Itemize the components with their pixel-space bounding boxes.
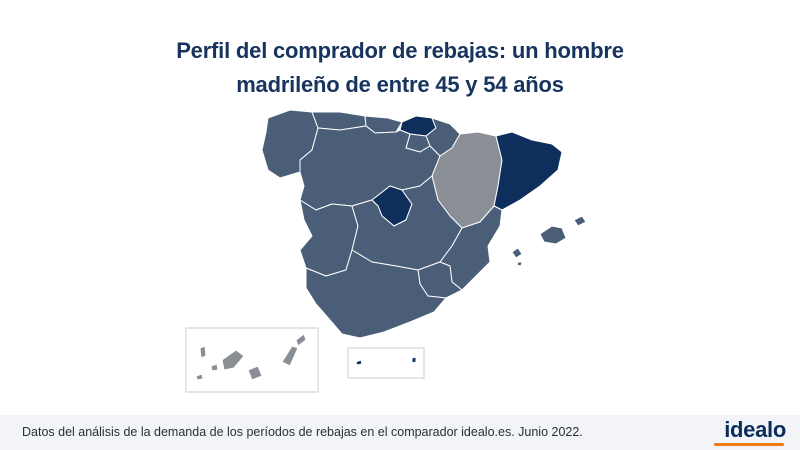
region-cataluna (493, 131, 563, 211)
region-canarias-la-gomera (210, 363, 219, 372)
region-canarias-gran-canaria (247, 365, 263, 381)
title-line-1: Perfil del comprador de rebajas: un homb… (176, 38, 624, 63)
spain-map (185, 109, 587, 393)
region-ceuta (355, 359, 363, 366)
footer-note: Datos del análisis de la demanda de los … (22, 425, 583, 439)
region-canarias-fuerteventura (281, 345, 299, 367)
ceuta-melilla-inset-frame (347, 347, 425, 379)
page-title: Perfil del comprador de rebajas: un homb… (0, 34, 800, 102)
region-ibiza (511, 247, 523, 259)
canarias-inset-frame (185, 327, 319, 393)
region-canarias-el-hierro (195, 373, 204, 381)
region-andalucia (305, 249, 447, 339)
logo-underline (714, 443, 784, 446)
region-menorca (573, 215, 587, 227)
region-canarias-lanzarote (295, 333, 307, 347)
region-mallorca (539, 225, 567, 245)
footer: Datos del análisis de la demanda de los … (0, 415, 800, 450)
region-formentera (516, 261, 523, 267)
region-canarias-tenerife (221, 349, 245, 371)
title-line-2: madrileño de entre 45 y 54 años (236, 72, 564, 97)
idealo-logo: idealo (724, 417, 786, 442)
region-melilla (411, 356, 417, 364)
region-canarias-la-palma (199, 345, 207, 359)
